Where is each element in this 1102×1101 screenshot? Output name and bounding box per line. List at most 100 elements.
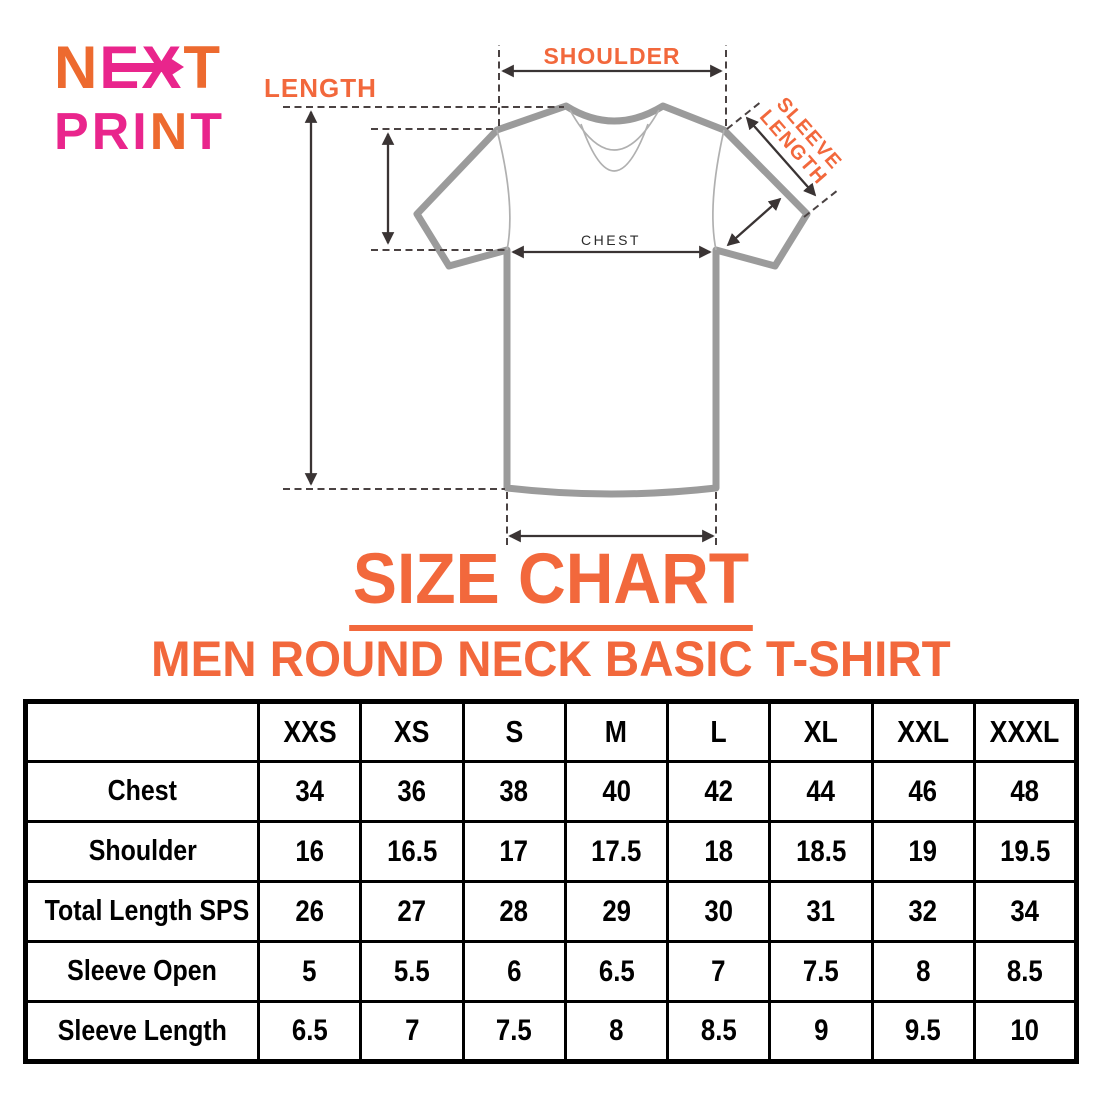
size-value-cell: 19.5 xyxy=(972,820,1079,883)
cell-text: 7 xyxy=(404,1014,420,1047)
size-value-cell: 42 xyxy=(665,760,772,823)
row-label: Sleeve Open xyxy=(24,940,260,1003)
size-column-header: L xyxy=(665,700,772,763)
cell-text: 16 xyxy=(295,834,324,868)
table-header-row: XXS XS S M L XL XXL XXXL xyxy=(24,700,1079,763)
size-value-cell: 46 xyxy=(870,760,976,823)
size-value-cell: 7.5 xyxy=(461,1000,567,1063)
size-column-header: XL xyxy=(768,700,874,763)
logo-letter: N xyxy=(149,103,191,161)
logo-word-print: PRINT xyxy=(54,106,225,158)
tshirt-outline xyxy=(413,102,811,498)
size-value-cell: 6 xyxy=(461,940,567,1003)
cell-text: 42 xyxy=(704,774,733,808)
size-value-cell: 7 xyxy=(665,940,772,1003)
cell-text: 8.5 xyxy=(700,1014,737,1047)
size-value-cell: 17 xyxy=(461,820,567,883)
size-value-cell: 6.5 xyxy=(256,1000,363,1063)
size-column-header: XS xyxy=(359,700,465,763)
right-armhole-seam xyxy=(712,129,725,251)
table-row: Shoulder 16 16.5 17 17.5 18 18.5 19 19.5 xyxy=(24,820,1079,883)
shoulder-label: SHOULDER xyxy=(543,43,680,69)
size-value-cell: 34 xyxy=(972,880,1079,943)
row-label: Shoulder xyxy=(24,820,260,883)
size-value-cell: 16.5 xyxy=(359,820,465,883)
size-value-cell: 40 xyxy=(563,760,670,823)
cell-text: 17 xyxy=(499,834,529,868)
size-value-cell: 7.5 xyxy=(768,940,874,1003)
cell-text: 9.5 xyxy=(905,1014,942,1047)
logo-letter: I xyxy=(132,103,150,161)
size-column-header: XXS xyxy=(256,700,363,763)
size-value-cell: 17.5 xyxy=(563,820,670,883)
size-value-cell: 8 xyxy=(870,940,976,1003)
size-value-cell: 32 xyxy=(870,880,976,943)
cell-text: XXXL xyxy=(990,714,1060,749)
cell-text: S xyxy=(505,714,524,749)
row-label: Chest xyxy=(24,760,260,823)
size-value-cell: 34 xyxy=(256,760,363,823)
sleeve-open-arrow xyxy=(726,197,782,247)
size-value-cell: 27 xyxy=(359,880,465,943)
cell-text: 27 xyxy=(397,894,427,928)
size-value-cell: 5 xyxy=(256,940,363,1003)
size-column-header: M xyxy=(563,700,670,763)
cell-text: 44 xyxy=(806,774,836,808)
logo-letter: T xyxy=(183,34,223,101)
page-subtitle: MEN ROUND NECK BASIC T-SHIRT xyxy=(151,631,951,687)
brand-logo: NEXT PRINT xyxy=(54,38,225,159)
size-value-cell: 19 xyxy=(870,820,976,883)
row-label: Total Length SPS xyxy=(24,880,260,943)
cell-text: 26 xyxy=(295,894,324,928)
logo-letter: N xyxy=(54,34,100,101)
cell-text: 18.5 xyxy=(795,834,846,868)
size-value-cell: 8.5 xyxy=(665,1000,772,1063)
cell-text: 8 xyxy=(609,1014,624,1047)
cell-text: 9 xyxy=(813,1014,829,1047)
cell-text: 5.5 xyxy=(393,954,430,988)
cell-text: 40 xyxy=(602,774,631,808)
cell-text: XXS xyxy=(282,714,337,749)
cell-text: XS xyxy=(394,714,430,749)
size-column-header: S xyxy=(461,700,567,763)
cell-text: Sleeve Length xyxy=(57,1014,228,1047)
cell-text: 16.5 xyxy=(386,834,437,868)
logo-letter: T xyxy=(190,103,226,161)
cell-text: XXL xyxy=(897,714,950,749)
row-label: Sleeve Length xyxy=(24,1000,260,1063)
cell-text: 6.5 xyxy=(291,1014,328,1047)
length-label: LENGTH xyxy=(264,73,377,103)
page-title: SIZE CHART xyxy=(349,544,753,631)
collar-inner-arc xyxy=(569,109,660,151)
table-row: Sleeve Open 5 5.5 6 6.5 7 7.5 8 8.5 xyxy=(24,940,1079,1003)
cell-text: 19 xyxy=(908,834,938,868)
size-value-cell: 44 xyxy=(768,760,874,823)
table-row: Total Length SPS 26 27 28 29 30 31 32 34 xyxy=(24,880,1079,943)
size-value-cell: 29 xyxy=(563,880,670,943)
cell-text: 5 xyxy=(302,954,317,988)
cell-text: 30 xyxy=(704,894,733,928)
cell-text: 7.5 xyxy=(802,954,839,988)
sleeve-top-dashed-tick xyxy=(726,100,763,130)
size-value-cell: 6.5 xyxy=(563,940,670,1003)
size-value-cell: 38 xyxy=(461,760,567,823)
cell-text: 34 xyxy=(1010,894,1040,928)
cell-text: M xyxy=(605,714,628,749)
cell-text: 8 xyxy=(915,954,931,988)
cell-text: L xyxy=(710,714,727,749)
size-value-cell: 30 xyxy=(665,880,772,943)
size-value-cell: 18 xyxy=(665,820,772,883)
cell-text: 8.5 xyxy=(1006,954,1043,988)
cell-text: 10 xyxy=(1010,1014,1040,1047)
size-value-cell: 8.5 xyxy=(972,940,1079,1003)
cell-text: Total Length SPS xyxy=(44,895,250,927)
size-value-cell: 7 xyxy=(359,1000,465,1063)
sleeve-bottom-dashed-tick xyxy=(803,189,839,218)
size-value-cell: 9 xyxy=(768,1000,874,1063)
size-value-cell: 10 xyxy=(972,1000,1079,1063)
size-value-cell: 18.5 xyxy=(768,820,874,883)
cell-text: 29 xyxy=(602,894,631,928)
cell-text: 19.5 xyxy=(999,834,1050,868)
cell-text: 46 xyxy=(908,774,938,808)
cell-text: XL xyxy=(803,714,838,749)
